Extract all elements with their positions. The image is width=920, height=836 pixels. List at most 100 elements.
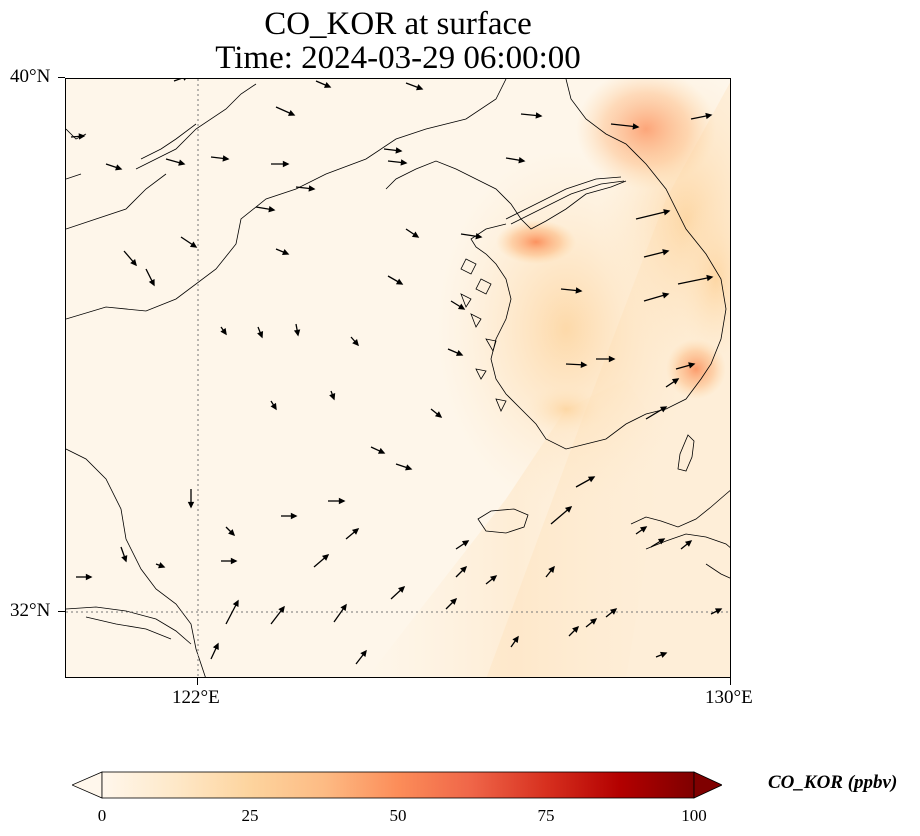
colorbar-tick-100: 100 bbox=[681, 806, 707, 825]
wind-arrow-head bbox=[714, 608, 723, 615]
north-korea-east bbox=[470, 79, 727, 450]
coastlines bbox=[66, 79, 730, 677]
wind-arrow-head bbox=[189, 241, 198, 248]
wind-arrow-head bbox=[270, 402, 277, 411]
wind-arrow-head bbox=[587, 476, 596, 483]
wind-arrow-head bbox=[660, 651, 668, 658]
wind-arrow-head bbox=[290, 512, 298, 520]
wind-arrow-head bbox=[187, 501, 195, 509]
wind-arrow-head bbox=[475, 233, 483, 240]
wind-arrow-head bbox=[220, 327, 227, 336]
wind-arrow-head bbox=[512, 635, 519, 644]
wind-arrow-head bbox=[535, 112, 543, 119]
colorbar-tick-25: 25 bbox=[241, 806, 259, 825]
wind-arrow-head bbox=[580, 361, 588, 368]
lon-label-130: 130°E bbox=[705, 687, 753, 708]
lon-tick-130 bbox=[730, 678, 731, 685]
wind-arrow bbox=[635, 210, 670, 220]
colorbar-extend-max bbox=[693, 771, 723, 799]
wind-arrow bbox=[677, 276, 713, 285]
wind-arrow-head bbox=[183, 79, 186, 81]
wind-arrow-head bbox=[405, 464, 413, 471]
wind-arrow-head bbox=[416, 84, 424, 91]
wind-arrow-head bbox=[659, 406, 668, 413]
wind-arrow-head bbox=[663, 209, 671, 216]
wind-arrow-head bbox=[706, 274, 714, 282]
wind-arrow-head bbox=[287, 109, 296, 116]
wind-arrow-head bbox=[308, 185, 316, 192]
wind-arrow-head bbox=[323, 82, 332, 88]
wind-arrow-head bbox=[329, 393, 336, 401]
wind-arrow-head bbox=[609, 608, 618, 615]
wind-arrow-head bbox=[115, 164, 123, 171]
colorbar-tick-50: 50 bbox=[389, 806, 407, 825]
wind-arrow-head bbox=[85, 573, 93, 581]
colorbar bbox=[70, 771, 723, 799]
wind-arrow-head bbox=[460, 565, 468, 573]
wind-arrow-head bbox=[411, 231, 420, 238]
map-canvas bbox=[66, 79, 730, 677]
wind-arrow-head bbox=[457, 303, 466, 310]
yangtze-estuary bbox=[66, 606, 192, 645]
wind-arrow-head bbox=[293, 329, 301, 337]
wind-arrow-head bbox=[395, 147, 403, 154]
wind-arrow-head bbox=[158, 562, 166, 569]
wind-arrow-head bbox=[78, 133, 86, 140]
colorbar-extend-min bbox=[70, 771, 103, 799]
kyushu-coast bbox=[630, 490, 730, 579]
wind-arrow-head bbox=[121, 555, 128, 563]
wind-arrow-head bbox=[400, 159, 408, 166]
north-korea-west bbox=[385, 160, 627, 230]
wind-arrow-head bbox=[688, 362, 696, 369]
wind-arrow-head bbox=[278, 605, 285, 614]
wind-arrow-head bbox=[662, 292, 670, 299]
wind-arrow-head bbox=[148, 278, 155, 287]
wind-arrow-head bbox=[230, 557, 238, 565]
wind-arrow-head bbox=[257, 331, 264, 339]
tsushima-island bbox=[677, 434, 695, 472]
wind-arrow-head bbox=[352, 339, 359, 347]
wind-arrow-head bbox=[455, 350, 464, 356]
map-panel bbox=[65, 78, 731, 678]
wind-arrow-head bbox=[351, 528, 360, 535]
jeju-island bbox=[477, 508, 529, 534]
wind-arrow-head bbox=[608, 355, 616, 363]
wind-arrow-head bbox=[632, 123, 640, 130]
colorbar-tick-0: 0 bbox=[97, 806, 107, 825]
lat-label-32: 32°N bbox=[10, 600, 51, 621]
korea-west-islands bbox=[460, 258, 507, 412]
lon-label-122: 122°E bbox=[172, 687, 220, 708]
wind-arrow-head bbox=[548, 565, 555, 574]
wind-arrow-head bbox=[639, 526, 648, 533]
dmz-lines bbox=[505, 176, 625, 225]
map-title-line-2: Time: 2024-03-29 06:00:00 bbox=[215, 40, 581, 76]
wind-arrow-head bbox=[282, 160, 290, 168]
wind-arrow-head bbox=[321, 554, 330, 561]
liaodong-coast bbox=[66, 79, 507, 320]
wind-arrow-head bbox=[434, 411, 443, 418]
wind-arrow-head bbox=[662, 249, 670, 256]
wind-arrow-head bbox=[572, 625, 580, 633]
china-coast-south bbox=[66, 448, 206, 677]
wind-arrow-head bbox=[489, 575, 498, 582]
wind-arrow-head bbox=[232, 599, 239, 608]
wind-arrow-head bbox=[340, 603, 347, 612]
colorbar-label: CO_KOR (ppbv) bbox=[768, 772, 898, 793]
wind-arrow-head bbox=[684, 540, 693, 547]
wind-arrow-head bbox=[705, 112, 713, 120]
wind-arrow-head bbox=[450, 597, 458, 605]
wind-arrow-head bbox=[671, 378, 680, 385]
wind-arrow-head bbox=[395, 278, 404, 285]
colorbar-tick-75: 75 bbox=[537, 806, 555, 825]
wind-arrow-head bbox=[228, 529, 236, 537]
wind-arrow-head bbox=[461, 540, 470, 547]
wind-arrow-head bbox=[518, 156, 526, 164]
lon-tick-122 bbox=[197, 678, 198, 685]
lat-tick-32 bbox=[58, 611, 65, 612]
wind-arrow-head bbox=[282, 249, 290, 255]
liaodong-peninsula bbox=[135, 83, 257, 170]
concentration-field bbox=[367, 79, 730, 677]
wind-arrow-head bbox=[338, 497, 346, 505]
wind-vectors bbox=[70, 79, 723, 665]
wind-arrow-head bbox=[377, 447, 386, 454]
